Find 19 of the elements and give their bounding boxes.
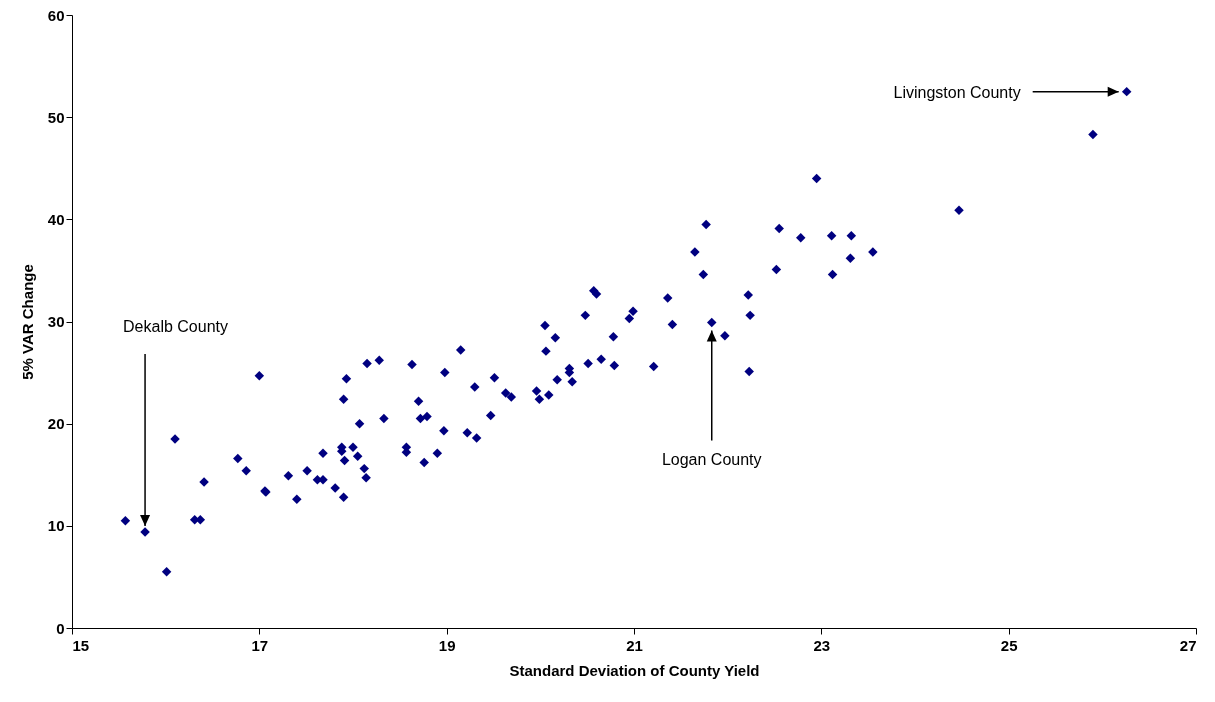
y-tick-label: 60	[47, 6, 65, 24]
annotation: Dekalb County	[123, 317, 229, 335]
x-tick-label: 21	[626, 636, 643, 654]
x-tick-label: 15	[72, 636, 90, 654]
y-tick-label: 20	[47, 415, 65, 433]
annotation: Logan County	[661, 450, 762, 468]
x-tick-label: 17	[251, 636, 269, 654]
x-tick-label: 19	[438, 636, 456, 654]
annotation: Livingston County	[893, 83, 1021, 101]
y-tick-label: 50	[47, 108, 65, 126]
y-tick-label: 0	[56, 619, 65, 637]
y-tick-label: 30	[47, 313, 65, 330]
y-axis-title: 5% VAR Change	[18, 264, 36, 380]
x-tick-label: 23	[813, 636, 831, 654]
y-tick-label: 40	[47, 210, 65, 228]
x-tick-label: 27	[1179, 636, 1197, 654]
x-axis-title: Standard Deviation of County Yield	[509, 661, 760, 679]
x-tick-label: 25	[1000, 636, 1018, 654]
y-tick-label: 10	[47, 517, 65, 535]
